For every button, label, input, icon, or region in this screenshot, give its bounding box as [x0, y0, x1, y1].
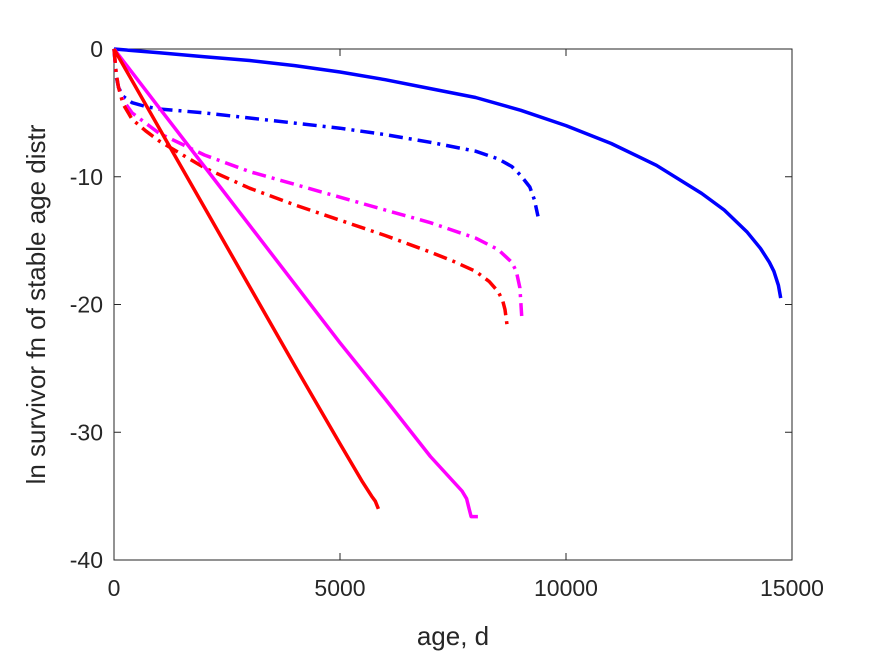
series-line-2 [112, 48, 540, 217]
y-tick-label: -20 [70, 292, 103, 318]
x-tick-label: 0 [108, 575, 121, 601]
y-tick-label: -30 [70, 419, 103, 445]
series-line-4 [112, 48, 509, 327]
plot-area [113, 48, 793, 561]
tick-labels: 0 5000 10000 15000 0 -10 -20 -30 -40 [70, 36, 824, 601]
series-line-1 [113, 47, 783, 299]
series-layer [112, 47, 783, 519]
y-tick-label: -40 [70, 547, 103, 573]
x-tick-label: 15000 [760, 575, 824, 601]
series-line-6 [112, 48, 381, 510]
series-line-5 [112, 47, 478, 519]
x-tick-label: 10000 [534, 575, 598, 601]
x-tick-label: 5000 [314, 575, 365, 601]
y-tick-label: 0 [90, 36, 103, 62]
y-axis-label: ln survivor fn of stable age distr [21, 124, 51, 484]
y-tick-label: -10 [70, 164, 103, 190]
x-axis-label: age, d [417, 621, 489, 651]
